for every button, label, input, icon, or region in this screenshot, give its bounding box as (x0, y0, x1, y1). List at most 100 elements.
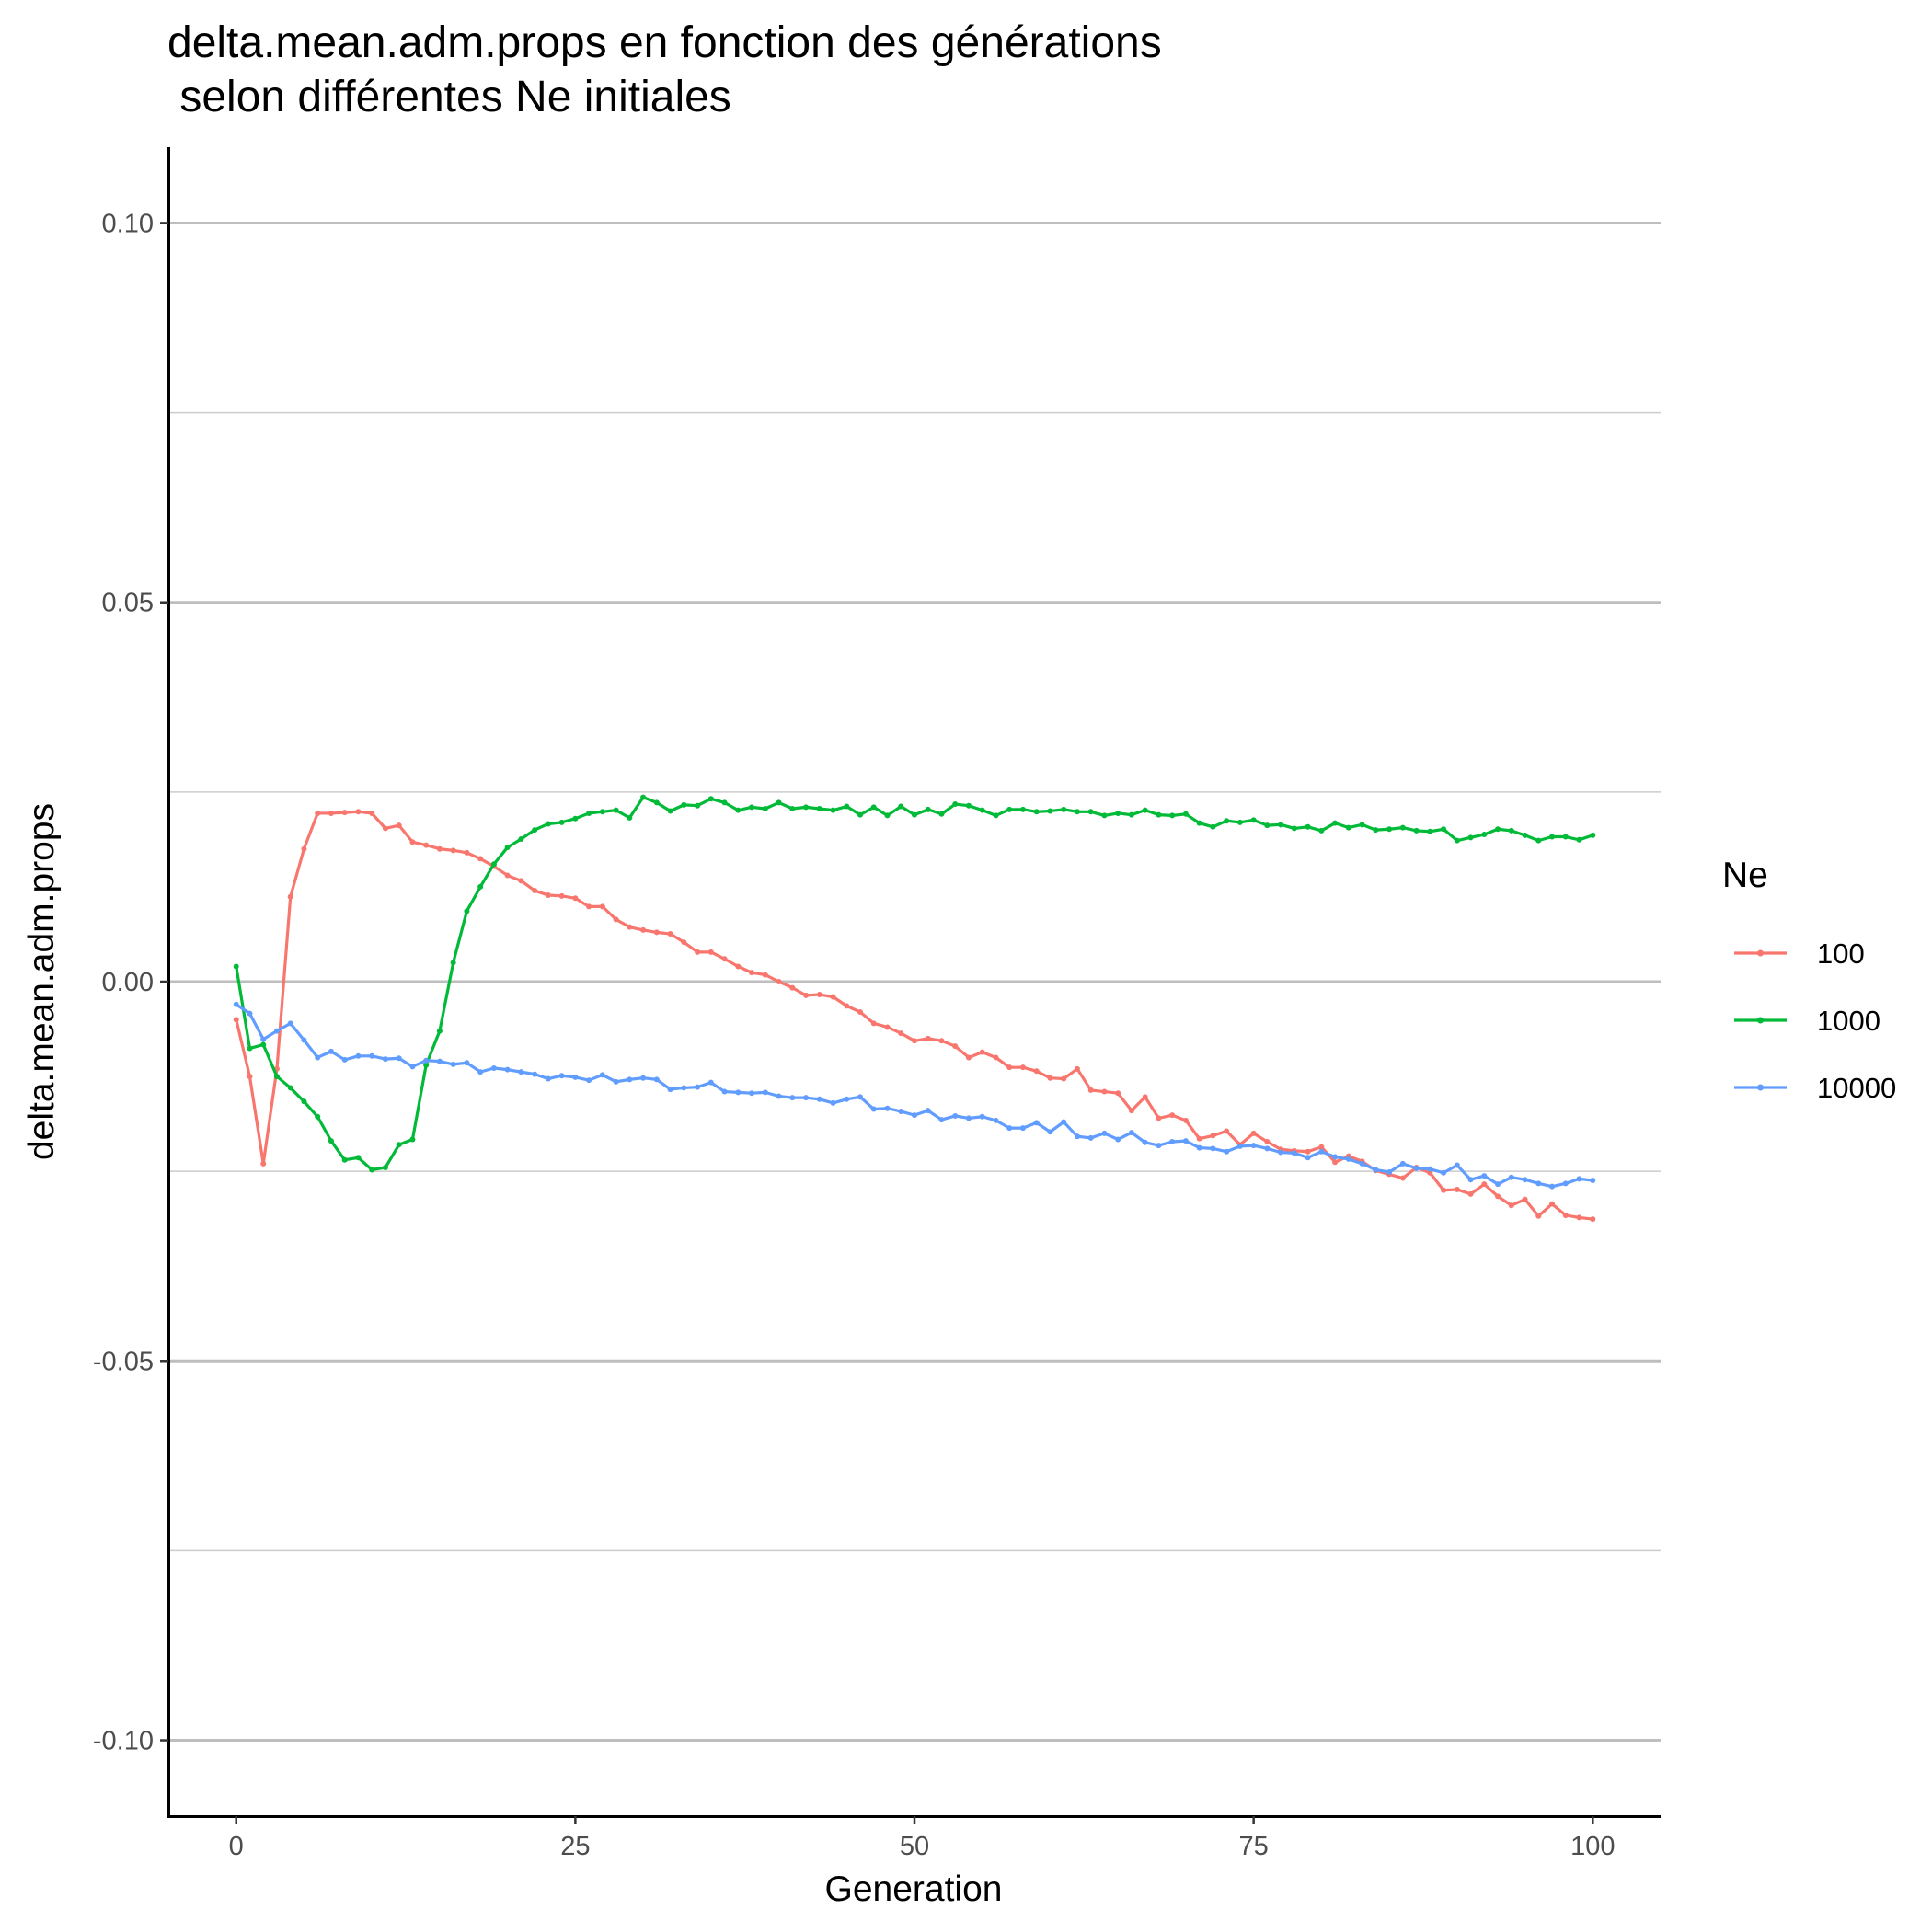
data-point (1224, 818, 1230, 824)
data-point (1291, 1150, 1297, 1156)
data-point (1087, 809, 1094, 815)
data-point (925, 806, 931, 812)
data-point (938, 1038, 945, 1044)
data-point (830, 1099, 836, 1106)
series-line-100 (235, 810, 1593, 1221)
data-point (1386, 1168, 1393, 1175)
data-point (1182, 1138, 1189, 1144)
data-point (504, 1066, 511, 1073)
x-axis-title: Generation (825, 1869, 1003, 1909)
data-point (1101, 1088, 1108, 1095)
data-point (1196, 1144, 1202, 1151)
data-point (938, 811, 945, 817)
data-point (1590, 1216, 1596, 1223)
data-point (1033, 1068, 1040, 1075)
x-tick-label-4: 100 (1570, 1832, 1615, 1861)
data-point (504, 845, 511, 851)
data-point (301, 845, 307, 852)
data-point (1210, 1133, 1216, 1139)
y-tick-label-4: 0.10 (102, 209, 154, 238)
data-point (1562, 1212, 1569, 1218)
data-point (233, 963, 239, 970)
data-point (532, 827, 538, 834)
data-point (1250, 1130, 1257, 1136)
data-point (450, 960, 456, 966)
data-point (653, 929, 660, 936)
data-point (586, 1077, 592, 1084)
series-100 (233, 809, 1596, 1223)
y-tick-label-3: 0.05 (102, 589, 154, 618)
data-point (1522, 832, 1528, 838)
data-point (870, 1020, 877, 1027)
data-point (1196, 820, 1202, 826)
y-tick-label-2: 0.00 (102, 968, 154, 997)
data-point (315, 1054, 321, 1061)
data-point (1441, 1187, 1447, 1193)
data-point (762, 806, 768, 811)
data-point (1386, 826, 1393, 833)
data-point (898, 1109, 904, 1114)
data-point (695, 802, 701, 809)
data-point (1508, 1202, 1514, 1209)
data-point (1549, 1201, 1556, 1207)
data-point (789, 1095, 796, 1101)
series-10000 (233, 1001, 1596, 1190)
data-point (707, 796, 714, 802)
data-point (396, 1142, 402, 1148)
chart-title-line-2: selon différentes Ne initiales (167, 73, 731, 121)
data-point (1535, 1180, 1542, 1187)
data-point (1441, 826, 1447, 833)
data-point (1061, 806, 1067, 812)
data-point (315, 1113, 321, 1120)
data-point (1576, 836, 1582, 843)
data-point (586, 810, 592, 816)
data-point (247, 1074, 253, 1080)
data-point (965, 1054, 972, 1061)
data-point (260, 1036, 267, 1042)
x-tick-label-3: 75 (1239, 1832, 1269, 1861)
data-point (735, 963, 742, 970)
legend-label-10000: 10000 (1817, 1072, 1896, 1104)
data-point (1305, 823, 1311, 830)
data-point (341, 1156, 348, 1163)
data-point (355, 1052, 362, 1059)
data-point (721, 799, 728, 806)
data-point (1250, 817, 1257, 823)
data-point (572, 895, 579, 902)
data-point (993, 812, 999, 819)
data-point (1156, 811, 1162, 818)
data-point (1590, 832, 1596, 838)
data-point (599, 809, 605, 815)
data-point (464, 849, 470, 856)
data-point (1399, 1160, 1406, 1167)
data-point (233, 1001, 239, 1007)
data-point (884, 1024, 891, 1030)
data-point (1427, 1169, 1433, 1176)
data-point (1224, 1128, 1230, 1134)
data-point (464, 1060, 470, 1066)
x-tick-label-1: 25 (560, 1832, 590, 1861)
data-point (965, 802, 972, 809)
data-point (925, 1035, 931, 1041)
data-point (1278, 1149, 1284, 1156)
data-point (341, 810, 348, 816)
data-point (423, 1062, 430, 1068)
data-point (409, 1136, 416, 1143)
data-point (627, 924, 633, 930)
data-point (1019, 806, 1026, 812)
data-point (1115, 1090, 1121, 1097)
data-point (627, 814, 633, 821)
data-point (640, 926, 647, 933)
data-point (1047, 1129, 1053, 1135)
data-point (409, 839, 416, 845)
data-point (776, 799, 782, 806)
data-point (247, 1045, 253, 1052)
y-axis-ticks: -0.10 -0.05 0.00 0.05 0.10 (93, 209, 168, 1756)
data-point (640, 1075, 647, 1081)
data-point (1047, 1075, 1053, 1081)
data-point (355, 1155, 362, 1161)
data-point (1291, 825, 1297, 832)
data-point (1264, 1145, 1271, 1152)
data-point (382, 1165, 388, 1171)
data-point (898, 1030, 904, 1037)
